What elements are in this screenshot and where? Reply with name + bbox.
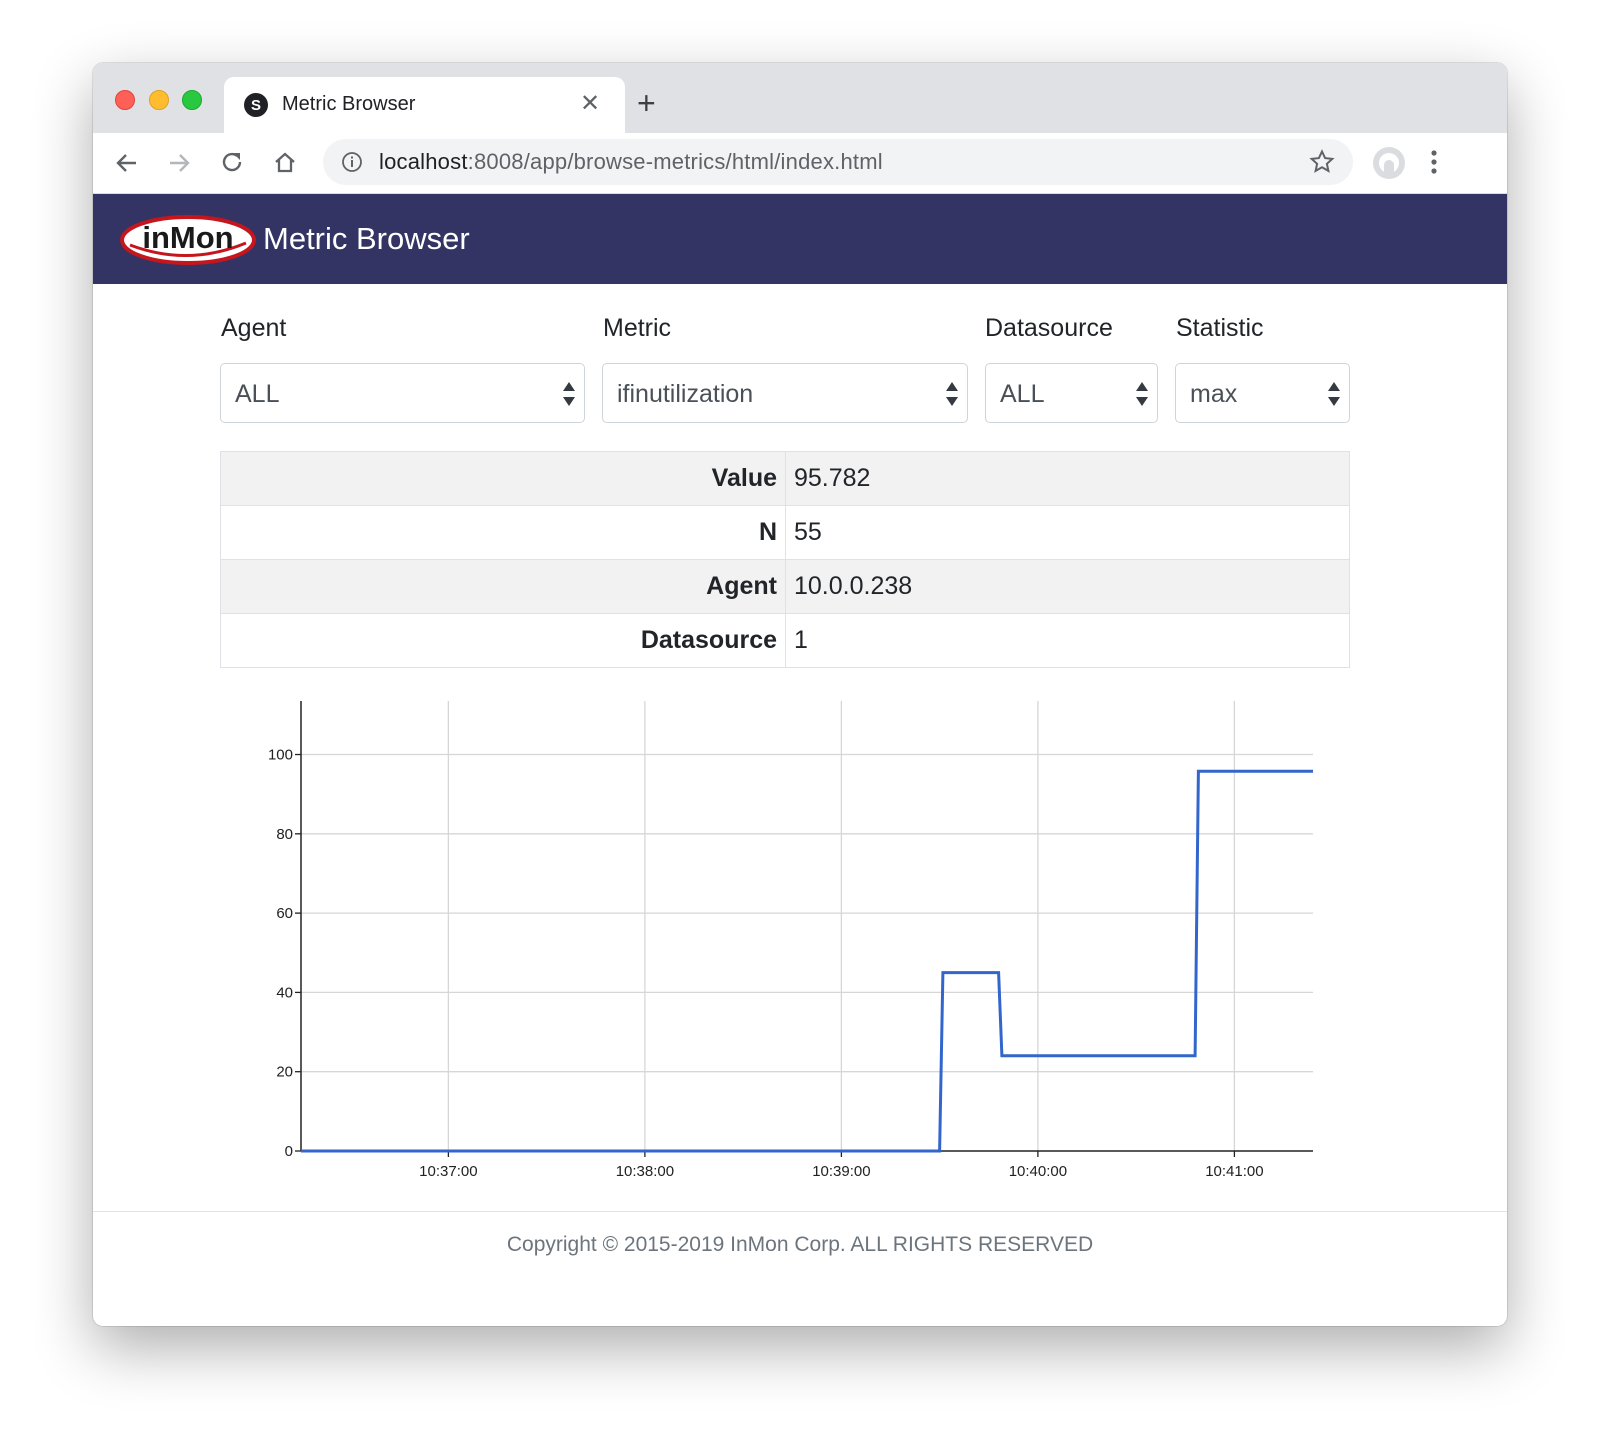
url-text: localhost:8008/app/browse-metrics/html/i… bbox=[379, 149, 883, 175]
metric-label: Metric bbox=[603, 314, 672, 342]
app-header: inMon Metric Browser bbox=[93, 194, 1507, 284]
table-row: Value 95.782 bbox=[220, 451, 1350, 506]
stat-key: N bbox=[220, 505, 786, 560]
footer-copyright: Copyright © 2015-2019 InMon Corp. ALL RI… bbox=[506, 1233, 1094, 1256]
inmon-logo: inMon bbox=[120, 215, 256, 270]
zoom-window-button[interactable] bbox=[182, 90, 202, 110]
stat-value: 10.0.0.238 bbox=[785, 559, 1350, 614]
select-arrows-icon bbox=[1327, 381, 1341, 412]
site-info-icon[interactable] bbox=[341, 151, 363, 178]
profile-avatar-icon[interactable] bbox=[1372, 146, 1406, 185]
tab-metric-browser[interactable]: S Metric Browser ✕ bbox=[224, 77, 625, 133]
x-tick-label: 10:41:00 bbox=[1205, 1163, 1263, 1180]
stats-table: Value 95.782 N 55 Agent 10.0.0.238 Datas… bbox=[220, 451, 1350, 668]
close-window-button[interactable] bbox=[115, 90, 135, 110]
statistic-select[interactable]: max bbox=[1175, 363, 1350, 423]
table-row: N 55 bbox=[220, 505, 1350, 560]
x-tick-label: 10:37:00 bbox=[419, 1163, 477, 1180]
new-tab-icon[interactable]: + bbox=[637, 85, 656, 121]
forward-icon[interactable] bbox=[163, 147, 195, 179]
y-tick-label: 40 bbox=[276, 984, 293, 1001]
select-arrows-icon bbox=[562, 381, 576, 412]
statistic-select-value: max bbox=[1190, 380, 1238, 408]
datasource-select-value: ALL bbox=[1000, 380, 1045, 408]
metric-chart: 0 20 40 60 80 100 10:37:00 10:38:00 10:39:00 10:4… bbox=[268, 701, 1313, 1180]
select-arrows-icon bbox=[1135, 381, 1149, 412]
url-host: localhost bbox=[379, 149, 468, 174]
x-tick-label: 10:39:00 bbox=[812, 1163, 870, 1180]
y-tick-label: 60 bbox=[276, 905, 293, 922]
datasource-label: Datasource bbox=[985, 314, 1113, 342]
back-icon[interactable] bbox=[111, 147, 143, 179]
tab-close-icon[interactable]: ✕ bbox=[580, 90, 601, 117]
bookmark-star-icon[interactable] bbox=[1309, 149, 1335, 180]
select-arrows-icon bbox=[945, 381, 959, 412]
logo-text: inMon bbox=[142, 220, 233, 255]
stat-value: 95.782 bbox=[785, 451, 1350, 506]
stat-value: 1 bbox=[785, 613, 1350, 668]
address-bar[interactable]: localhost:8008/app/browse-metrics/html/i… bbox=[323, 139, 1353, 185]
browser-window: S Metric Browser ✕ + localhost:8008/app/… bbox=[93, 63, 1507, 1326]
stat-value: 55 bbox=[785, 505, 1350, 560]
datasource-select[interactable]: ALL bbox=[985, 363, 1158, 423]
minimize-window-button[interactable] bbox=[149, 90, 169, 110]
stat-key: Agent bbox=[220, 559, 786, 614]
y-tick-label: 0 bbox=[285, 1143, 293, 1160]
agent-label: Agent bbox=[221, 314, 287, 342]
y-tick-label: 100 bbox=[268, 747, 293, 764]
y-tick-label: 80 bbox=[276, 826, 293, 843]
home-icon[interactable] bbox=[269, 147, 301, 179]
tab-strip: S Metric Browser ✕ + bbox=[93, 63, 1507, 133]
footer-divider bbox=[93, 1211, 1507, 1212]
favicon-icon: S bbox=[244, 93, 268, 117]
browser-toolbar: localhost:8008/app/browse-metrics/html/i… bbox=[93, 133, 1507, 194]
x-tick-label: 10:38:00 bbox=[616, 1163, 674, 1180]
stat-key: Datasource bbox=[220, 613, 786, 668]
x-tick-label: 10:40:00 bbox=[1009, 1163, 1067, 1180]
table-row: Datasource 1 bbox=[220, 613, 1350, 668]
agent-select-value: ALL bbox=[235, 380, 280, 408]
url-path: :8008/app/browse-metrics/html/index.html bbox=[467, 149, 883, 174]
series-line bbox=[301, 769, 1313, 1153]
statistic-label: Statistic bbox=[1176, 314, 1264, 342]
tab-title: Metric Browser bbox=[282, 93, 416, 115]
metric-select-value: ifinutilization bbox=[617, 380, 754, 408]
stat-key: Value bbox=[220, 451, 786, 506]
y-tick-label: 20 bbox=[276, 1064, 293, 1081]
metric-select[interactable]: ifinutilization bbox=[602, 363, 968, 423]
app-title: Metric Browser bbox=[263, 221, 470, 256]
agent-select[interactable]: ALL bbox=[220, 363, 585, 423]
browser-menu-icon[interactable] bbox=[1429, 147, 1439, 182]
reload-icon[interactable] bbox=[216, 147, 248, 179]
table-row: Agent 10.0.0.238 bbox=[220, 559, 1350, 614]
